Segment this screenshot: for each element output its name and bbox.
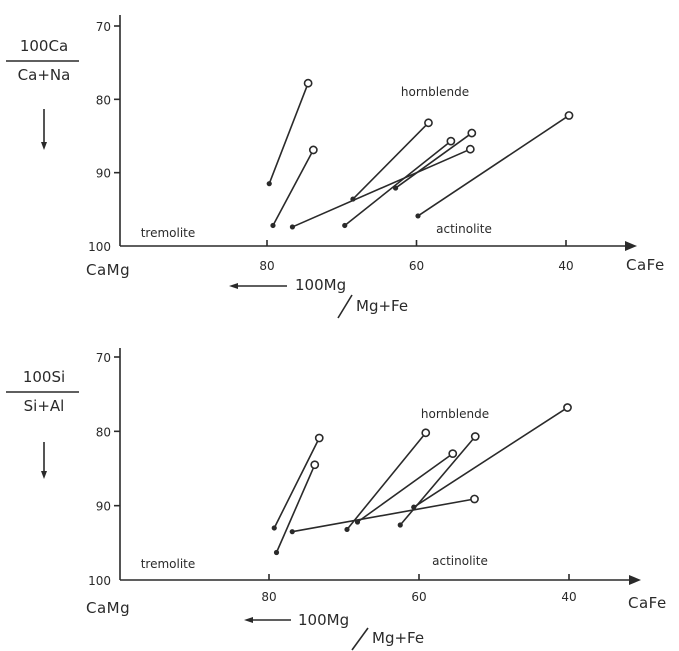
panel1-start-point	[342, 222, 348, 229]
panel1-region-label-hornblende: hornblende	[401, 85, 469, 99]
panel1-y-label-denominator: Ca+Na	[18, 66, 71, 84]
panel1-end-point	[446, 136, 456, 146]
panel2-region-label-tremolite: tremolite	[141, 557, 196, 571]
panel2-end-point	[314, 433, 324, 443]
panel2-x-left-label: CaMg	[86, 599, 130, 617]
panel1-y-label-arrowhead	[41, 142, 47, 150]
panel2-y-label-arrowhead	[41, 471, 47, 479]
panel1-x-tick-label: 80	[259, 259, 274, 273]
panel2-tie-line	[357, 452, 454, 523]
panel1-tie-line	[395, 132, 473, 189]
panel1-y-label-numerator: 100Ca	[20, 37, 68, 55]
panel1-end-point	[467, 128, 477, 138]
panel1-end-point	[564, 111, 574, 120]
panel2-x-right-label: CaFe	[628, 594, 667, 612]
panel1-x-tick-label: 60	[409, 259, 424, 273]
panel2-x-label-arrowhead	[244, 617, 253, 623]
panel1-tie-line	[292, 148, 471, 228]
panel1-start-point	[289, 224, 296, 230]
panel1-x-axis-arrowhead	[625, 241, 637, 251]
panel2-end-point	[421, 428, 431, 438]
panel1-x-label-slash	[337, 294, 353, 319]
panel1-y-tick-label: 80	[96, 93, 111, 107]
panel1-end-point	[303, 78, 313, 88]
panel1-region-label-tremolite: tremolite	[141, 226, 196, 240]
panel2-y-tick-label: 80	[96, 425, 111, 439]
panel2-start-point	[397, 522, 403, 528]
panel1-start-point	[392, 185, 399, 191]
panel2-start-point	[271, 525, 277, 531]
panel2-region-label-actinolite: actinolite	[432, 554, 488, 568]
panel1-y-tick-label: 90	[96, 167, 111, 181]
panel2-start-point	[344, 526, 350, 533]
panel2-x-tick-label: 60	[411, 590, 426, 604]
panel2-start-point	[273, 549, 280, 556]
panel2-y-label-numerator: 100Si	[23, 368, 65, 386]
panel2-y-tick-label: 90	[96, 500, 111, 514]
panel1-y-tick-label: 70	[96, 20, 111, 34]
panel2-end-point	[470, 432, 480, 441]
panel2-x-tick-label: 40	[561, 590, 576, 604]
panel2-end-point	[563, 403, 572, 412]
panel1-tie-line	[268, 82, 309, 184]
panel2-tie-line	[292, 498, 475, 533]
panel1-start-point	[350, 196, 356, 202]
panel1-tie-line	[344, 140, 452, 227]
panel2-y-tick-label: 70	[96, 351, 111, 365]
panel2-y-tick-label: 100	[88, 574, 111, 588]
panel1-start-point	[270, 222, 276, 229]
panel1-x-left-label: CaMg	[86, 261, 130, 279]
panel1-start-point	[415, 213, 421, 219]
panel2-x-label-numerator: 100Mg	[298, 611, 349, 629]
panel2-region-label-hornblende: hornblende	[421, 407, 489, 421]
panel1-x-label-arrowhead	[229, 283, 238, 289]
panel2-tie-line	[413, 406, 568, 508]
panel2-y-label-denominator: Si+Al	[24, 397, 65, 415]
panel1-y-tick-label: 100	[88, 240, 111, 254]
panel2-x-tick-label: 80	[261, 590, 276, 604]
panel2-tie-line	[346, 432, 427, 530]
panel2-end-point	[470, 494, 479, 504]
panel1-x-right-label: CaFe	[626, 256, 665, 274]
panel1-x-tick-label: 40	[558, 259, 573, 273]
panel1-end-point	[465, 144, 475, 154]
panel1-region-label-actinolite: actinolite	[436, 222, 492, 236]
panel2-tie-line	[273, 437, 320, 529]
panel2-end-point	[310, 460, 320, 470]
panel2-tie-line	[399, 436, 476, 526]
panel2-end-point	[448, 449, 458, 459]
panel1-end-point	[308, 145, 318, 155]
panel2-x-label-slash	[351, 627, 369, 651]
panel1-tie-line	[352, 122, 430, 200]
panel2-start-point	[411, 504, 417, 510]
panel2-x-label-denominator: Mg+Fe	[372, 629, 424, 647]
panel1-start-point	[266, 181, 272, 187]
panel1-tie-line	[417, 114, 570, 217]
panel1-end-point	[424, 118, 433, 128]
panel2-tie-line	[275, 464, 316, 553]
panel1-x-label-denominator: Mg+Fe	[356, 297, 408, 315]
panel1-x-label-numerator: 100Mg	[295, 276, 346, 294]
panel2-start-point	[289, 529, 295, 535]
panel2-x-axis-arrowhead	[629, 575, 641, 585]
panel2-start-point	[354, 519, 361, 525]
panel1-tie-line	[272, 149, 315, 226]
